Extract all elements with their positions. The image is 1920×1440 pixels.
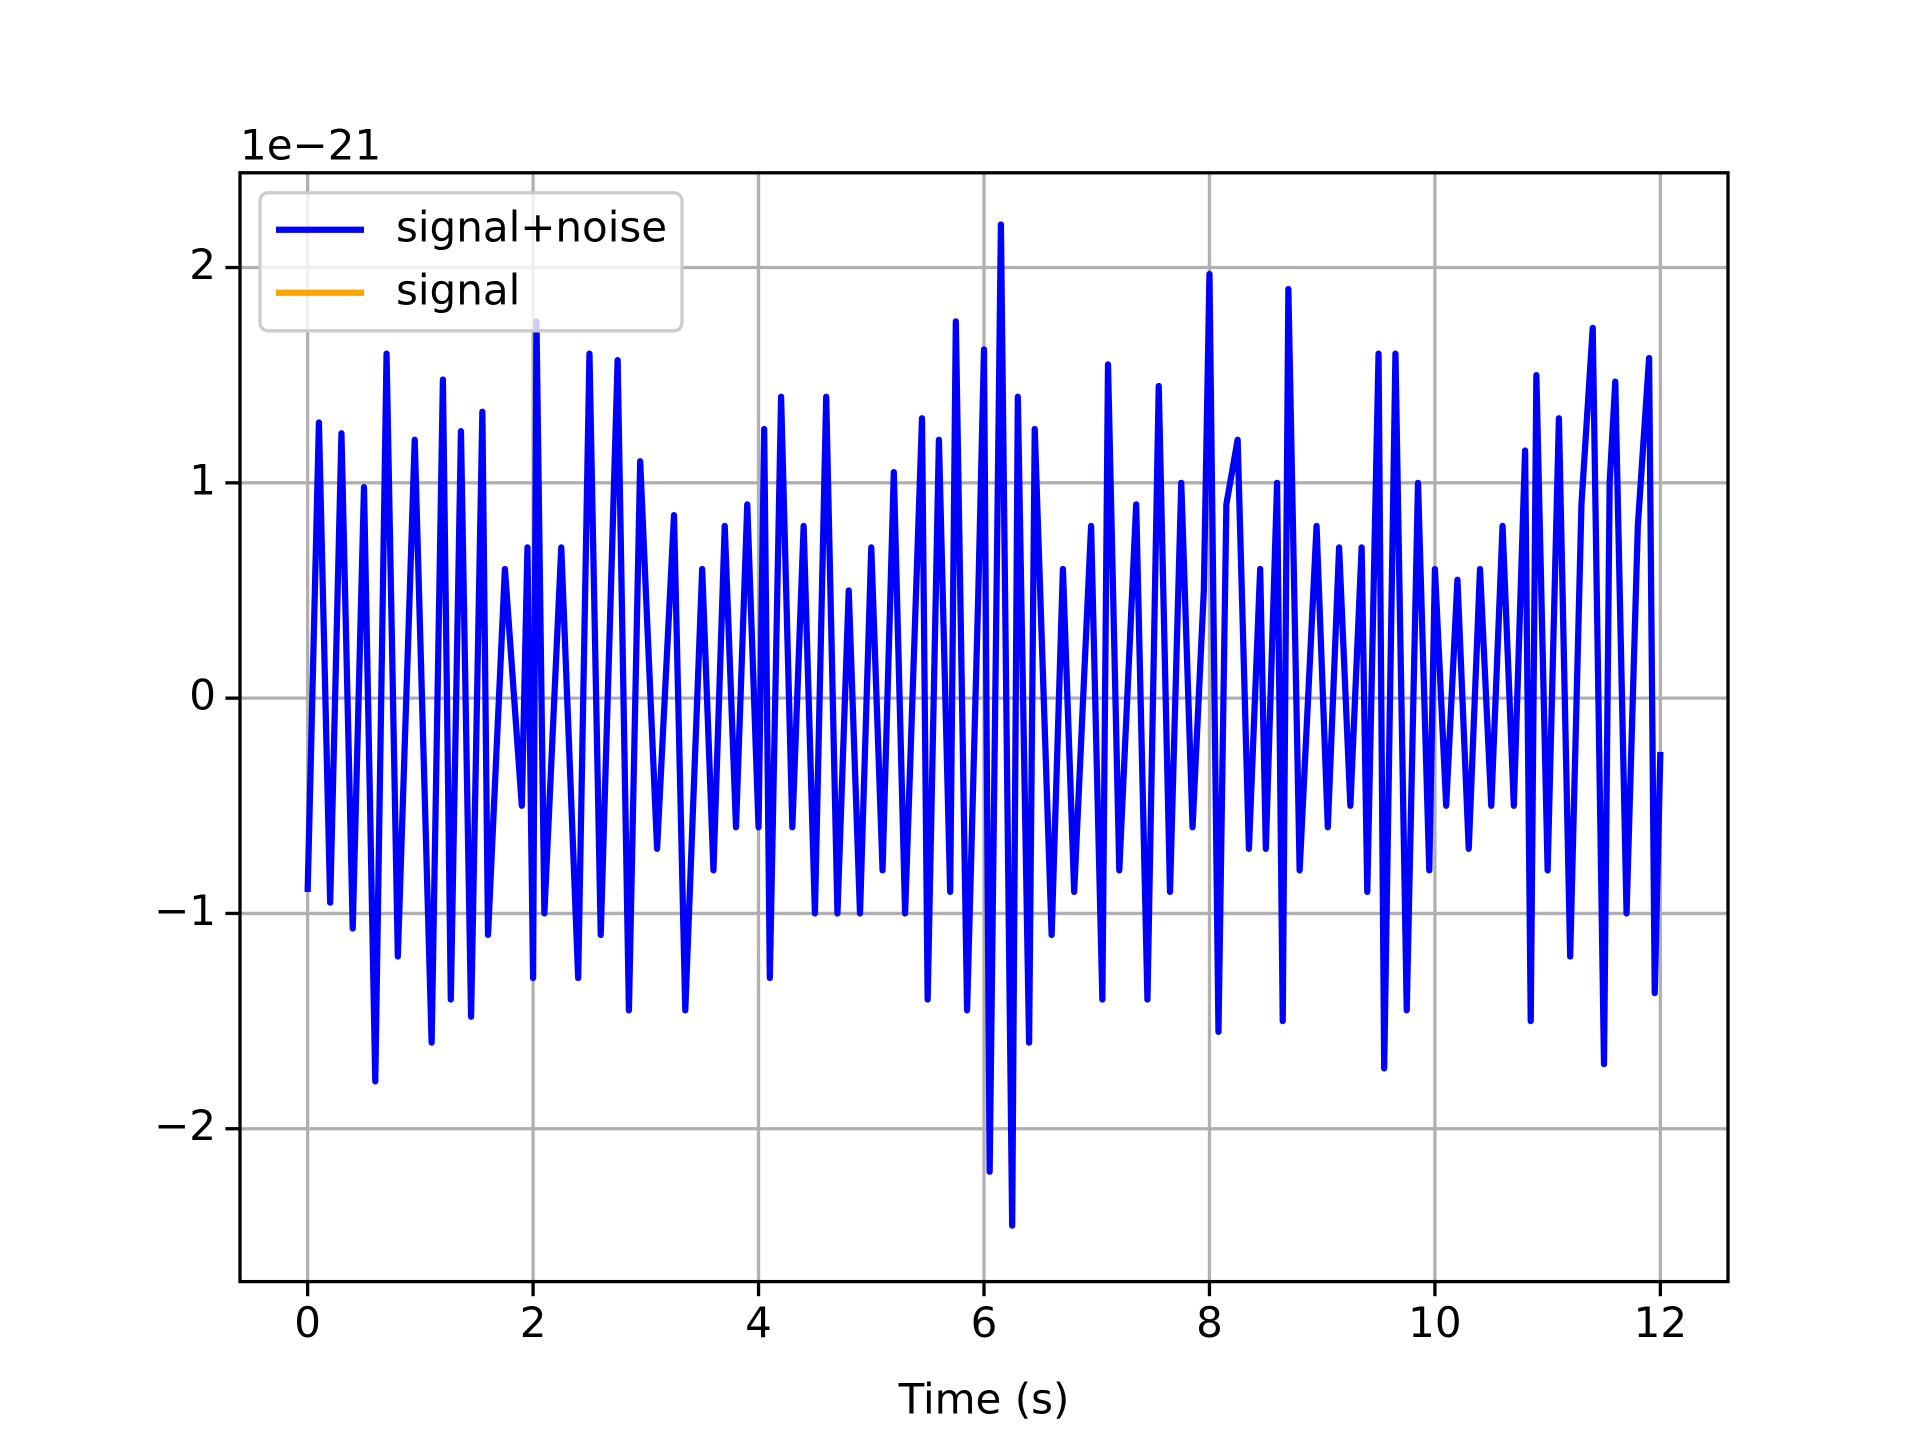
legend-label: signal: [396, 265, 520, 314]
x-tick-label: 12: [1634, 1298, 1687, 1347]
x-tick-label: 2: [520, 1298, 547, 1347]
x-tick-label: 10: [1408, 1298, 1461, 1347]
y-tick-label: −2: [154, 1101, 216, 1150]
legend: signal+noise signal: [258, 191, 684, 333]
y-tick-label: 0: [189, 671, 216, 720]
axes-frame: [238, 171, 1730, 1284]
x-axis-label: Time (s): [898, 1375, 1070, 1424]
x-tick-label: 0: [294, 1298, 321, 1347]
x-tick-label: 4: [745, 1298, 772, 1347]
x-tick-label: 6: [971, 1298, 998, 1347]
y-offset-label: 1e−21: [240, 121, 381, 170]
y-tick-label: 1: [189, 455, 216, 504]
y-tick-label: 2: [189, 240, 216, 289]
legend-label: signal+noise: [396, 202, 667, 251]
y-tick-label: −1: [154, 886, 216, 935]
x-tick-label: 8: [1196, 1298, 1223, 1347]
legend-box: [258, 191, 684, 333]
series-line: [304, 221, 1664, 1229]
